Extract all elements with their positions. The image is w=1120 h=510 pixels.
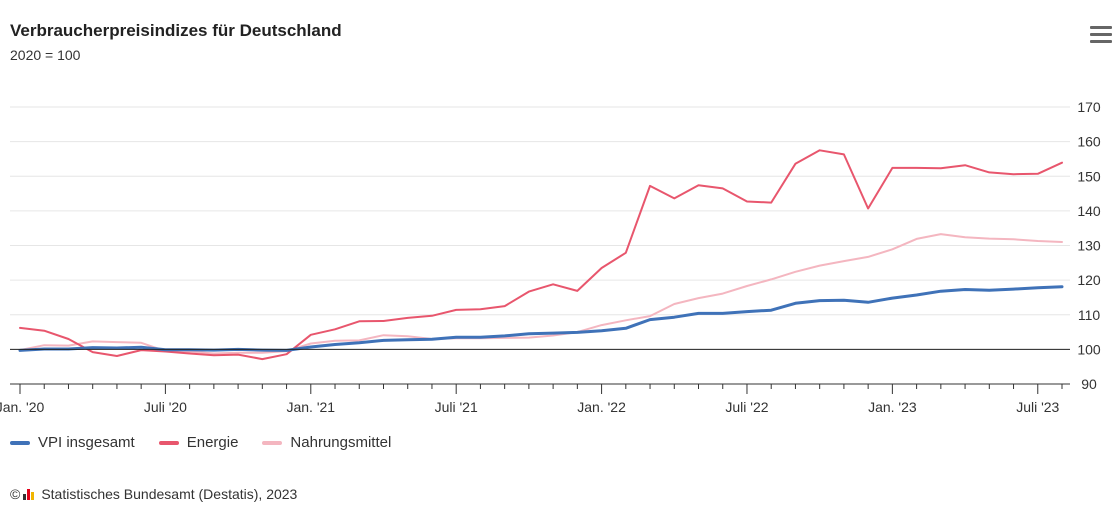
legend-swatch (262, 440, 283, 445)
y-tick-label: 120 (1077, 272, 1101, 288)
x-tick-label: Jan. '20 (0, 399, 45, 415)
y-tick-label: 150 (1077, 168, 1101, 184)
y-tick-label: 160 (1077, 134, 1101, 150)
legend-label: Energie (186, 434, 239, 451)
x-tick-label: Juli '23 (1016, 399, 1059, 415)
copyright-symbol: © (10, 486, 21, 502)
x-tick-label: Juli '21 (435, 399, 478, 415)
x-axis: Jan. '20 Juli '20 Jan. '21 Juli '21 Jan. '22… (0, 383, 1070, 415)
legend-swatch (10, 440, 30, 445)
destatis-logo-icon (23, 488, 35, 500)
source-credit: © Statistisches Bundesamt (Destatis), 20… (10, 486, 297, 502)
gridlines (10, 106, 1070, 350)
legend: VPI insgesamt Energie Nahrungsmittel (10, 434, 391, 451)
source-text: Statistisches Bundesamt (Destatis), 2023 (41, 486, 298, 502)
legend-swatch (158, 440, 179, 445)
chart-subtitle: 2020 = 100 (10, 47, 81, 63)
x-tick-label: Jan. '21 (286, 399, 335, 415)
y-tick-label: 140 (1077, 203, 1101, 219)
line-chart: 90 100 110 120 130 140 150 160 170 Jan. '20 Juli … (0, 99, 1101, 415)
series-line-energie[interactable] (19, 149, 1063, 361)
legend-item-nahrungsmittel[interactable]: Nahrungsmittel (262, 434, 391, 451)
y-tick-label: 130 (1077, 238, 1101, 254)
x-tick-label: Juli '22 (725, 399, 768, 415)
legend-label: VPI insgesamt (38, 434, 135, 451)
series-lines (10, 149, 1070, 361)
series-line-nahrungsmittel[interactable] (19, 233, 1063, 355)
legend-label: Nahrungsmittel (290, 434, 392, 451)
y-tick-label: 100 (1077, 341, 1101, 357)
y-axis: 90 100 110 120 130 140 150 160 170 (1077, 99, 1101, 392)
y-tick-label: 170 (1077, 99, 1101, 115)
menu-icon[interactable] (1090, 26, 1112, 44)
x-tick-label: Juli '20 (144, 399, 187, 415)
y-tick-label: 110 (1078, 307, 1101, 323)
chart-title: Verbraucherpreisindizes für Deutschland (10, 21, 342, 40)
x-tick-label: Jan. '22 (577, 399, 626, 415)
x-tick-label: Jan. '23 (868, 399, 917, 415)
legend-item-vpi-insgesamt[interactable]: VPI insgesamt (10, 434, 135, 451)
series-line-vpi-insgesamt[interactable] (18, 285, 1064, 352)
y-tick-label: 90 (1081, 376, 1097, 392)
legend-item-energie[interactable]: Energie (158, 434, 239, 451)
